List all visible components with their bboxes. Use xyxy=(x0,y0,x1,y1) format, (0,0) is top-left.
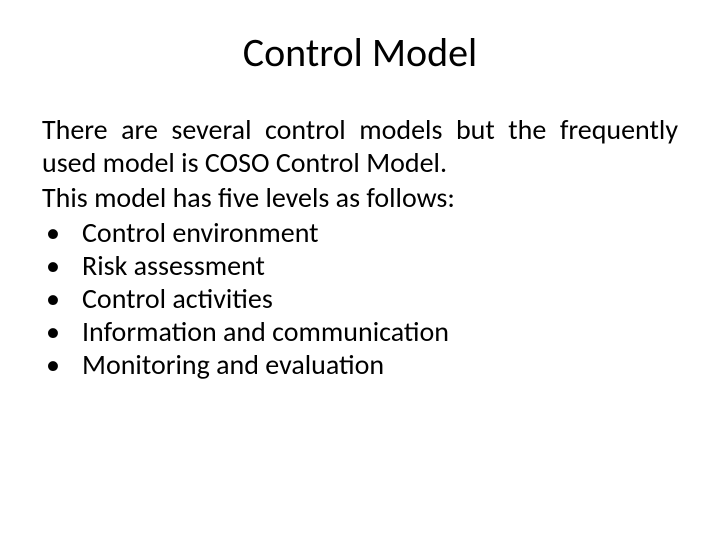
list-item: Control environment xyxy=(42,216,678,249)
list-item: Information and communication xyxy=(42,315,678,348)
list-item: Control activities xyxy=(42,282,678,315)
subheading: This model has five levels as follows: xyxy=(42,181,678,214)
intro-paragraph: There are several control models but the… xyxy=(42,113,678,179)
list-item: Risk assessment xyxy=(42,249,678,282)
list-item: Monitoring and evaluation xyxy=(42,348,678,381)
slide-title: Control Model xyxy=(42,28,678,77)
bullet-list: Control environment Risk assessment Cont… xyxy=(42,216,678,381)
